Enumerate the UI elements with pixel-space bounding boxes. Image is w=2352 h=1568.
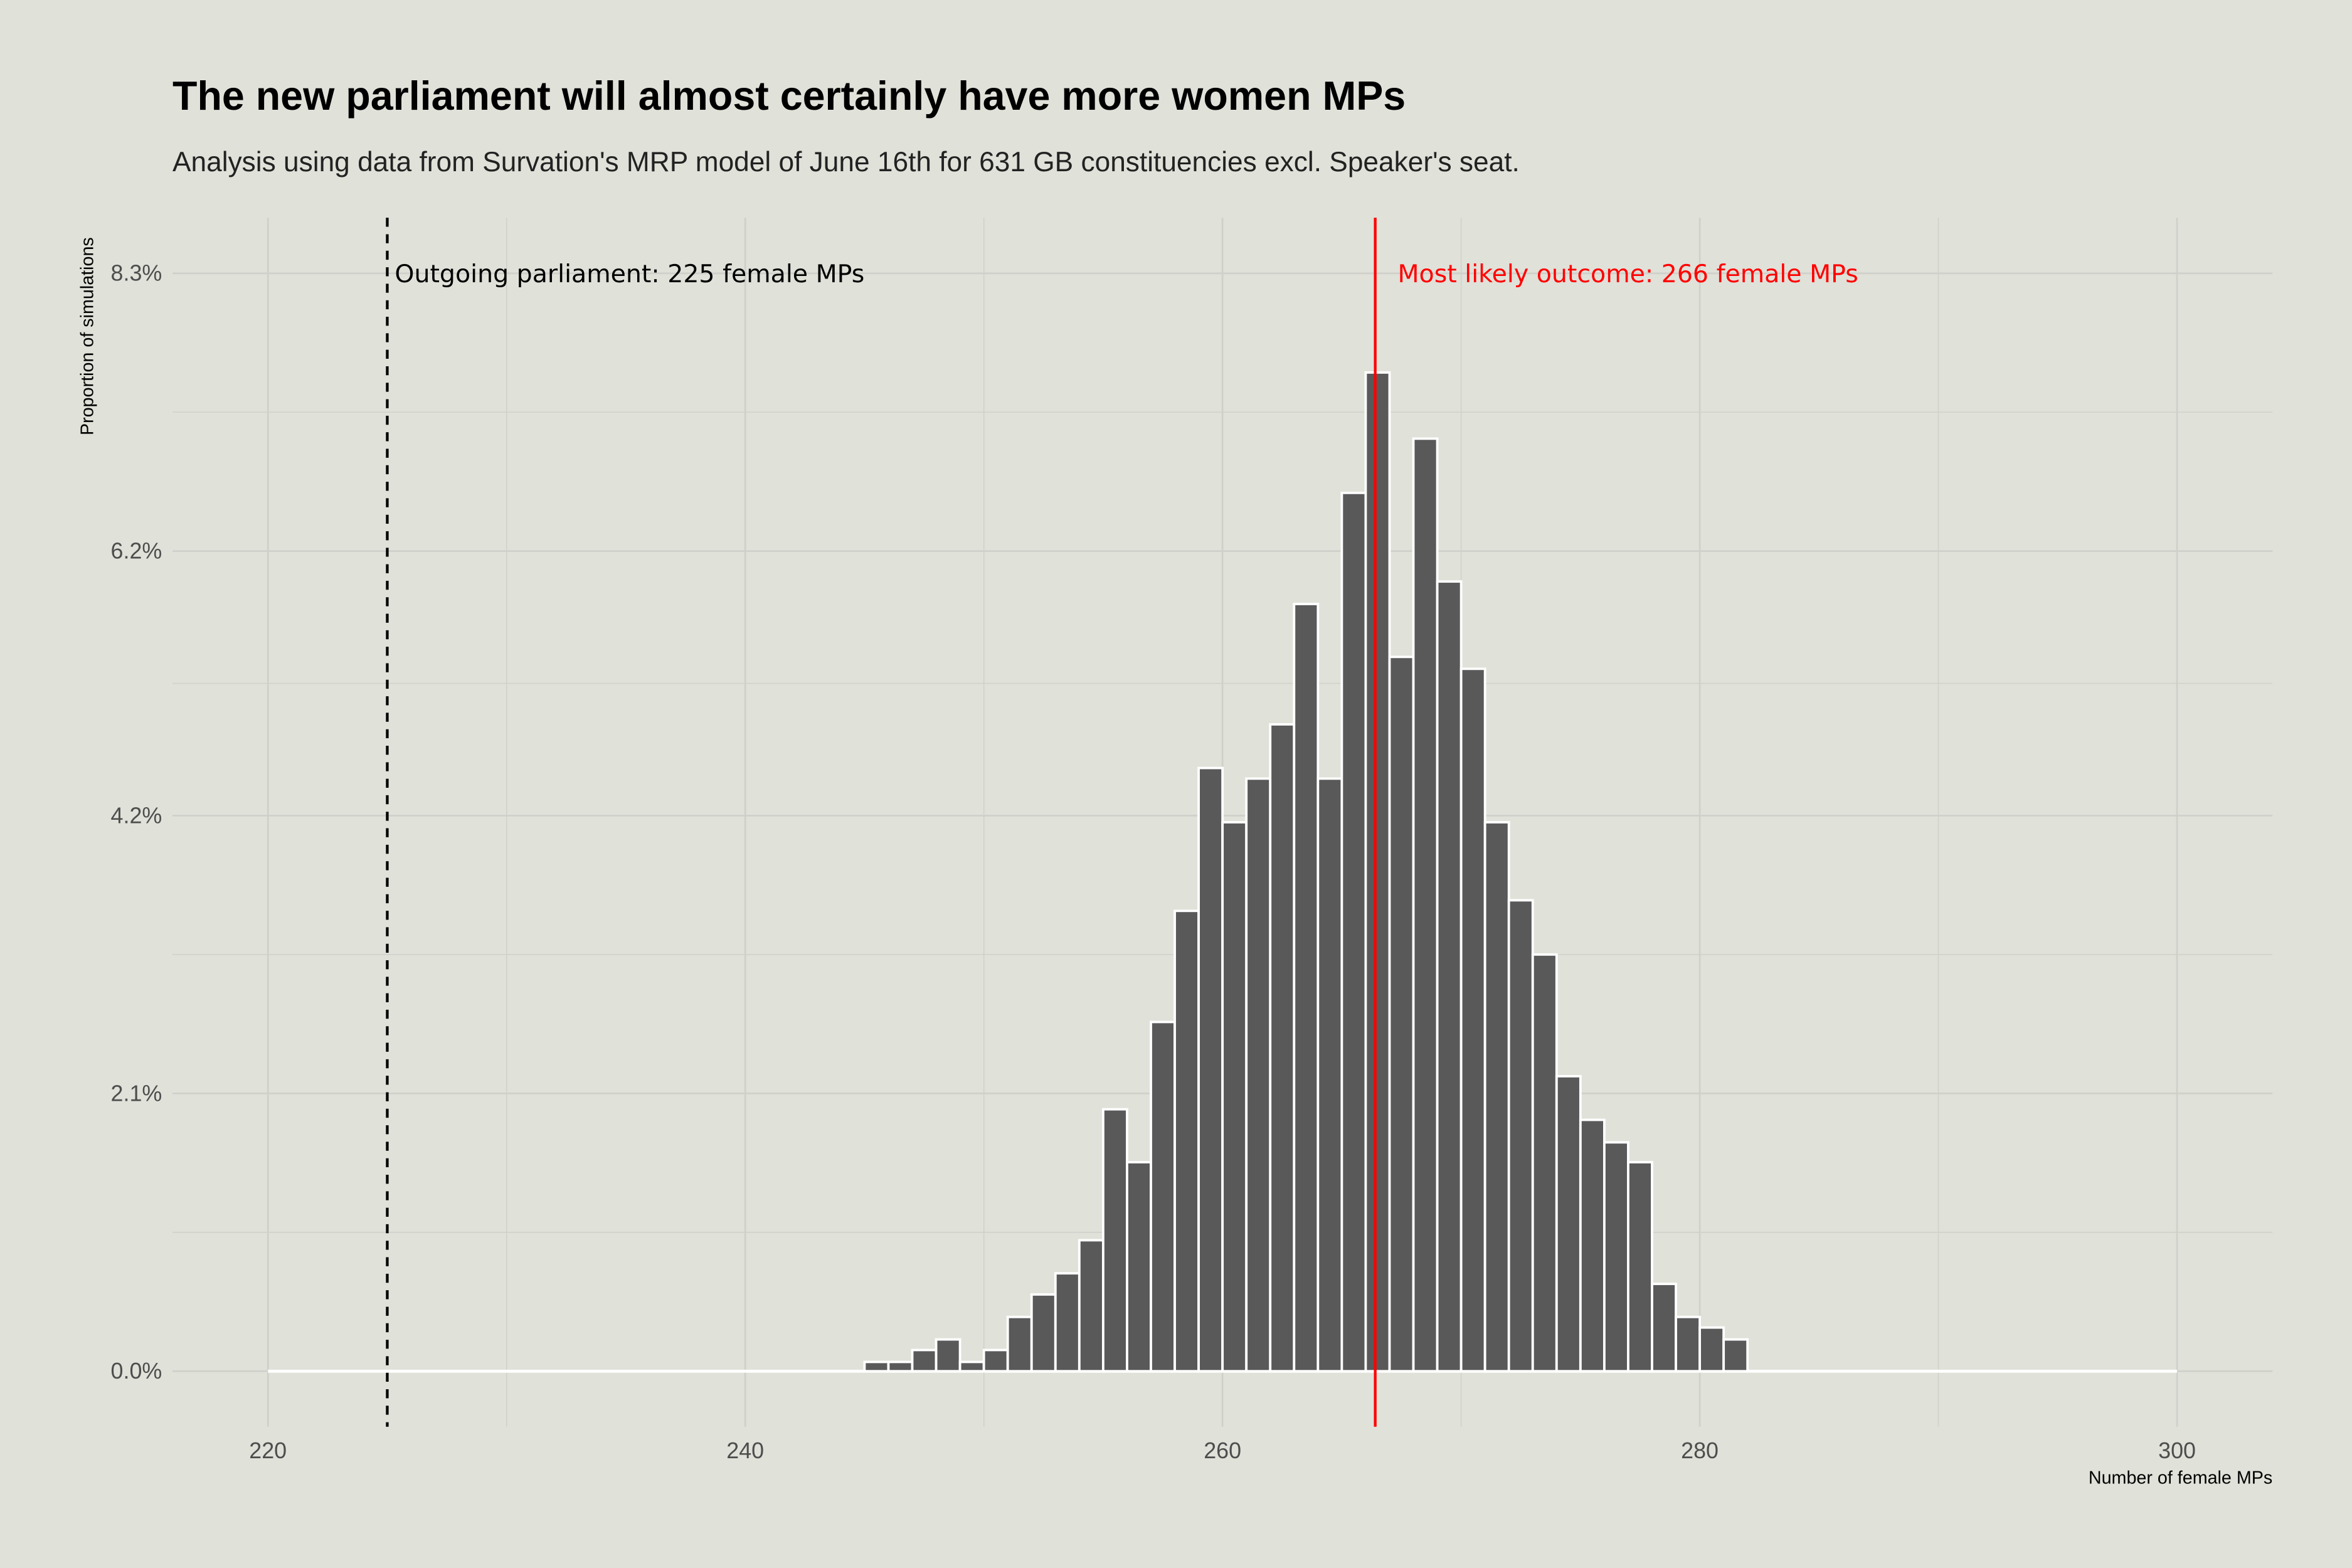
x-tick-label: 240 — [726, 1438, 764, 1463]
y-tick-label: 2.1% — [111, 1081, 162, 1106]
histogram-bar — [1269, 723, 1296, 1373]
histogram-bar — [935, 1338, 961, 1373]
histogram-bar — [1531, 953, 1558, 1373]
histogram-bar — [1364, 371, 1391, 1373]
y-tick-label: 8.3% — [111, 261, 162, 286]
histogram-bar — [1173, 909, 1200, 1373]
histogram-bar — [1483, 821, 1510, 1373]
histogram-bar — [887, 1360, 914, 1373]
histogram-bar — [863, 1360, 890, 1373]
histogram-bar — [1412, 437, 1439, 1373]
reference-lines: Outgoing parliament: 225 female MPs Most … — [386, 218, 1858, 1427]
outgoing-parliament-label: Outgoing parliament: 225 female MPs — [395, 260, 864, 289]
histogram-bar — [1316, 777, 1343, 1373]
histogram-bar — [1722, 1338, 1749, 1373]
histogram-bar — [1555, 1074, 1582, 1373]
histogram-bar — [911, 1348, 938, 1373]
x-tick-label: 280 — [1681, 1438, 1719, 1463]
histogram-bar — [1126, 1161, 1152, 1373]
histogram-bar — [1150, 1020, 1176, 1373]
histogram-bar — [982, 1348, 1009, 1373]
y-tick-label: 0.0% — [111, 1359, 162, 1384]
histogram-bar — [1197, 766, 1224, 1373]
histogram-bar — [1054, 1272, 1081, 1373]
histogram-bar — [1436, 580, 1463, 1373]
histogram-bar — [1221, 821, 1248, 1373]
x-axis-label: Number of female MPs — [2089, 1468, 2272, 1488]
histogram-bar — [1602, 1141, 1629, 1373]
histogram-bar — [1459, 667, 1486, 1373]
bars — [863, 371, 1749, 1373]
x-tick-labels: 220 240 260 280 300 — [249, 1438, 2196, 1463]
histogram-bar — [1340, 491, 1367, 1373]
histogram-bar — [1006, 1315, 1033, 1373]
chart-title: The new parliament will almost certainly… — [172, 73, 1406, 119]
histogram-bar — [1507, 899, 1534, 1373]
y-axis-label: Proportion of simulations — [77, 237, 97, 435]
y-tick-label: 6.2% — [111, 539, 162, 564]
histogram-bar — [1388, 655, 1415, 1373]
histogram-bar — [1627, 1161, 1653, 1373]
chart-subtitle: Analysis using data from Survation's MRP… — [172, 147, 1520, 177]
histogram-bar — [1293, 603, 1320, 1373]
most-likely-outcome-label: Most likely outcome: 266 female MPs — [1398, 260, 1858, 289]
histogram-bar — [1030, 1293, 1057, 1373]
histogram-bar — [1651, 1283, 1677, 1373]
histogram-bar — [1245, 777, 1272, 1373]
y-tick-label: 4.2% — [111, 803, 162, 828]
y-tick-labels: 0.0% 2.1% 4.2% 6.2% 8.3% — [111, 261, 162, 1384]
x-tick-label: 220 — [249, 1438, 287, 1463]
histogram-bar — [1101, 1108, 1128, 1373]
histogram-bar — [1579, 1118, 1606, 1373]
x-tick-label: 300 — [2158, 1438, 2196, 1463]
x-tick-label: 260 — [1204, 1438, 1241, 1463]
histogram-bar — [1675, 1315, 1702, 1373]
histogram-bar — [1698, 1326, 1725, 1373]
histogram-bar — [1078, 1239, 1104, 1373]
histogram-bar — [958, 1360, 985, 1373]
